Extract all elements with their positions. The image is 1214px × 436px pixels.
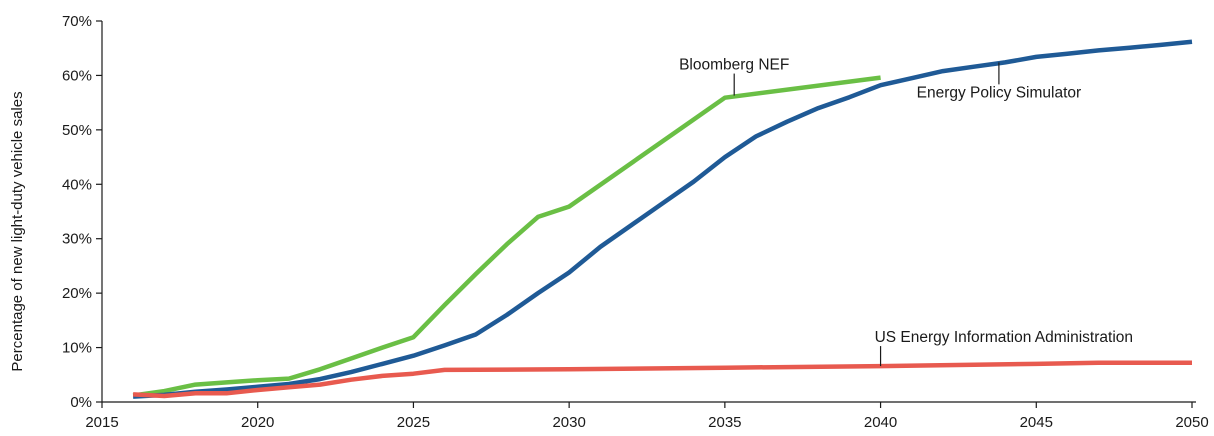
y-tick-label: 20% (62, 285, 92, 302)
annotation-layer: Bloomberg NEF Energy Policy Simulator US E… (679, 57, 1133, 367)
y-tick-label: 60% (62, 67, 92, 84)
x-tick-label: 2035 (708, 414, 741, 431)
y-tick-label: 10% (62, 340, 92, 357)
y-tick-label: 0% (70, 394, 92, 411)
x-tick-label: 2015 (85, 414, 118, 431)
series-label-energy-policy-simulator: Energy Policy Simulator (917, 84, 1082, 101)
y-tick-label: 30% (62, 231, 92, 248)
x-tick-label: 2040 (864, 414, 897, 431)
y-tick-label: 40% (62, 176, 92, 193)
x-tick-label: 2020 (241, 414, 274, 431)
x-tick-label: 2030 (552, 414, 585, 431)
y-tick-label: 50% (62, 122, 92, 139)
series-line-energy-policy-simulator (132, 39, 1193, 399)
series-label-bloomberg-nef: Bloomberg NEF (679, 57, 789, 74)
series-label-us-energy-information-administration: US Energy Information Administration (875, 329, 1133, 346)
series-line-us-energy-information-administration (132, 360, 1192, 399)
y-axis-title: Percentage of new light-duty vehicle sal… (9, 91, 26, 371)
x-tick-label: 2025 (397, 414, 430, 431)
y-tick-label: 70% (62, 13, 92, 30)
series-layer (132, 39, 1193, 399)
series-line-bloomberg-nef (132, 75, 881, 398)
x-tick-label: 2050 (1175, 414, 1208, 431)
axes: 0% 10% 20% 30% 40% 50% 60% 70% 2015 2020 2025 2030 2… (62, 13, 1209, 431)
x-tick-label: 2045 (1020, 414, 1053, 431)
